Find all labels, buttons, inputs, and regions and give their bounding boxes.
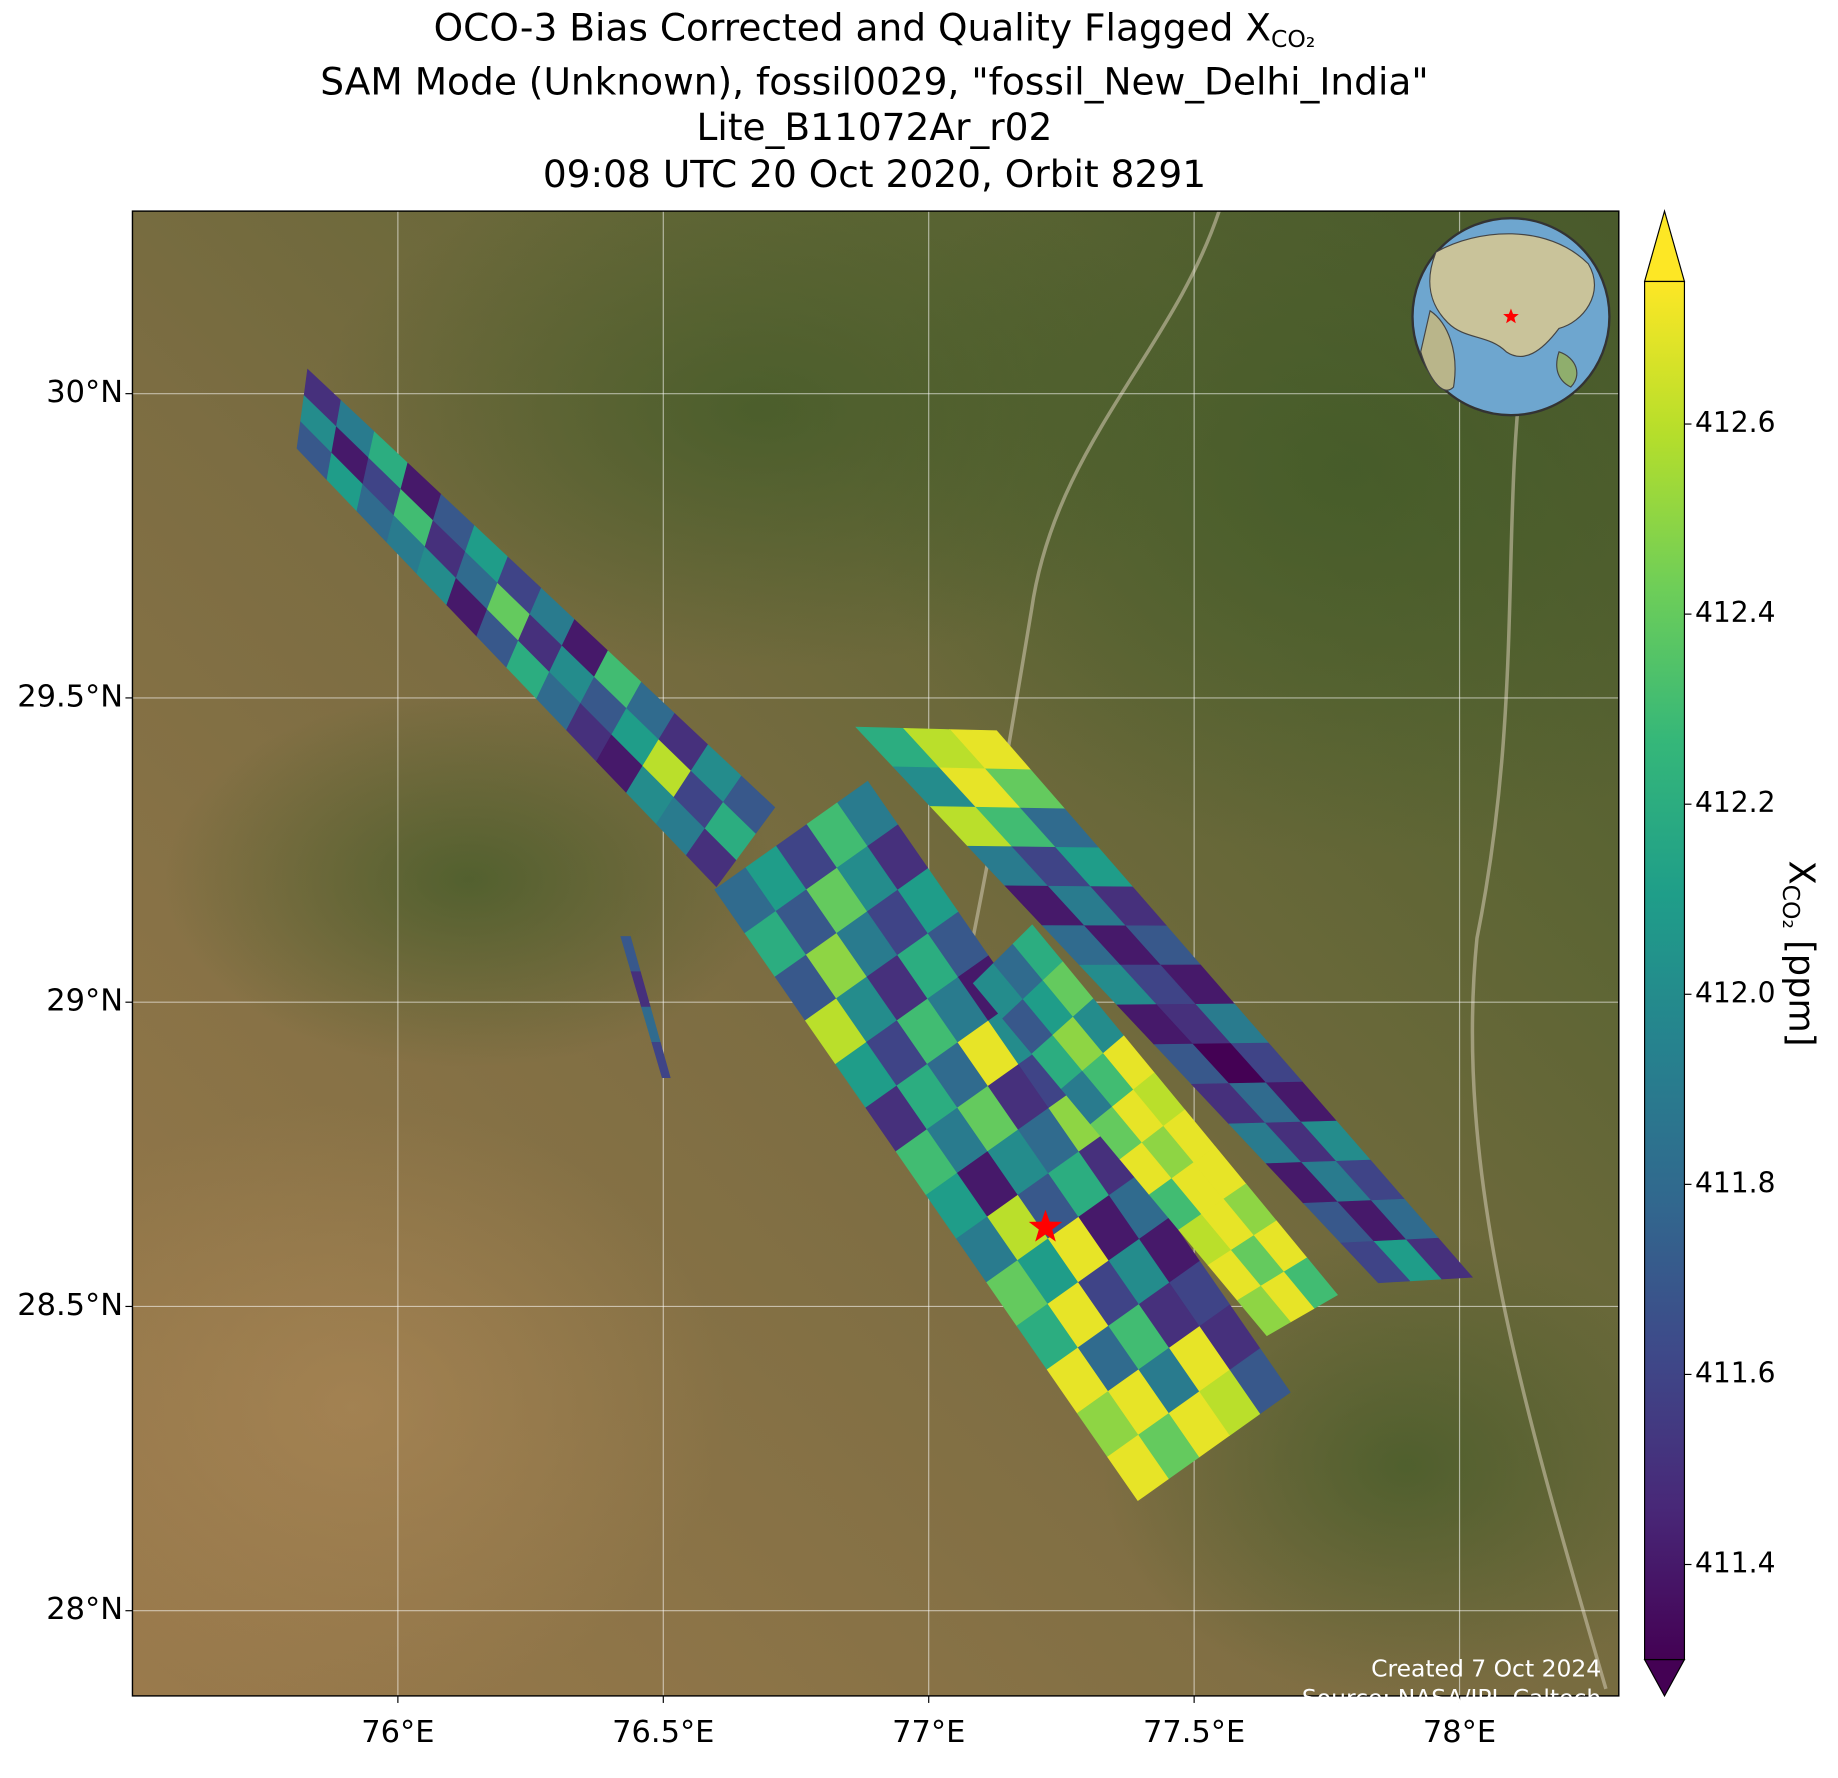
title-line: SAM Mode (Unknown), fossil0029, "fossil_… <box>320 59 1428 103</box>
colorbar-label: XCO₂ [ppm] <box>1777 861 1821 1047</box>
colorbar-tick-label: 412.4 <box>1695 596 1776 629</box>
x-tick-label: 78°E <box>1423 1715 1496 1750</box>
axes: 76°E 76.5°E 77°E 77.5°E 78°E 28°N 28.5°N 29°N 29… <box>17 375 1496 1750</box>
landmass <box>1420 309 1456 391</box>
x-tick-label: 77°E <box>892 1715 965 1750</box>
colorbar-tick-label: 412.2 <box>1695 786 1776 819</box>
title-subscript: CO₂ <box>1271 24 1315 52</box>
sounding-cell <box>685 828 737 888</box>
colorbar-label-suffix: [ppm] <box>1780 929 1821 1047</box>
x-tick-label: 76.5°E <box>612 1715 714 1750</box>
sounding-cell <box>651 1041 671 1078</box>
y-tick-label: 30°N <box>46 375 123 410</box>
x-tick-label: 77.5°E <box>1143 1715 1245 1750</box>
colorbar: 411.4 411.6 411.8 412.0 412.2 412.4 412.6 <box>1643 208 1776 1698</box>
colorbar-tick-label: 411.8 <box>1695 1166 1776 1199</box>
sounding-cell <box>1107 1434 1169 1502</box>
colorbar-tick-label: 411.6 <box>1695 1356 1776 1389</box>
y-tick-label: 29°N <box>46 984 123 1019</box>
annotation: Created 7 Oct 2024 <box>1371 1655 1601 1683</box>
landmass <box>1556 351 1578 388</box>
y-tick-label: 29.5°N <box>17 679 123 714</box>
title-text: OCO-3 Bias Corrected and Quality Flagged… <box>434 5 1271 49</box>
colorbar-tick-label: 411.4 <box>1695 1547 1776 1580</box>
title-line: Lite_B11072Ar_r02 <box>697 105 1053 149</box>
site-marker <box>1028 1209 1063 1242</box>
colorbar-label-subscript: CO₂ <box>1777 885 1805 929</box>
colorbar-extend-max <box>1643 208 1686 283</box>
title-text: Lite_B11072Ar_r02 <box>697 105 1053 149</box>
landmass <box>1429 233 1595 357</box>
title-line: OCO-3 Bias Corrected and Quality Flagged… <box>434 5 1316 53</box>
colorbar-tick-label: 412.0 <box>1695 976 1776 1009</box>
vegetation <box>316 211 1208 669</box>
title-text: 09:08 UTC 20 Oct 2020, Orbit 8291 <box>543 151 1206 195</box>
globe-site-marker <box>1503 308 1519 324</box>
river <box>1470 351 1608 1690</box>
x-tick-label: 76°E <box>361 1715 434 1750</box>
title-line: 09:08 UTC 20 Oct 2020, Orbit 8291 <box>543 151 1206 195</box>
sounding-cell <box>1236 1285 1291 1337</box>
y-tick-label: 28°N <box>46 1592 123 1627</box>
colorbar-extend-min <box>1643 1658 1686 1698</box>
sounding-cell <box>1340 1241 1411 1284</box>
title: OCO-3 Bias Corrected and Quality Flagged… <box>320 5 1428 196</box>
soundings <box>296 368 1474 1502</box>
arid-land <box>132 1102 727 1696</box>
colorbar-body <box>1644 280 1686 1661</box>
colorbar-label-text: X <box>1780 861 1821 885</box>
y-tick-label: 28.5°N <box>17 1288 123 1323</box>
colorbar-tick-label: 412.6 <box>1695 406 1776 439</box>
map-frame <box>131 210 1620 1697</box>
title-text: SAM Mode (Unknown), fossil0029, "fossil_… <box>320 59 1428 103</box>
annotation: Source: NASA/JPL-Caltech <box>1302 1684 1601 1712</box>
